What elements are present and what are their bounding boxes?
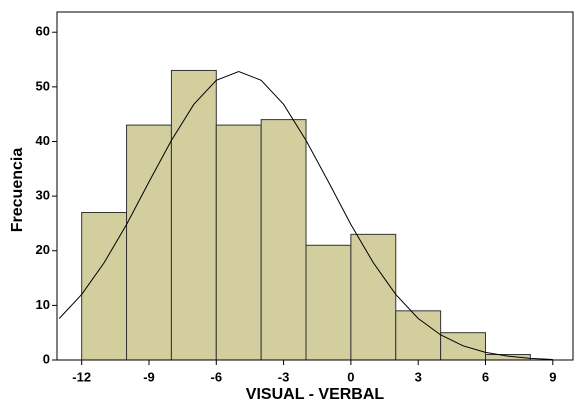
bar — [215, 124, 262, 361]
y-tick-label: 20 — [36, 242, 50, 257]
bar — [440, 332, 487, 361]
x-tick-label: -9 — [143, 369, 155, 384]
plot-frame — [56, 11, 574, 361]
y-tick-label: 0 — [43, 351, 50, 366]
x-tick-label: -6 — [211, 369, 223, 384]
bar — [126, 124, 172, 361]
y-tick-label: 40 — [36, 133, 50, 148]
x-axis-title: VISUAL - VERBAL — [246, 386, 385, 403]
x-tick-label: 9 — [549, 369, 556, 384]
y-tick-label: 30 — [36, 188, 50, 203]
y-axis-title: Frecuencia — [9, 148, 26, 233]
x-tick-label: 3 — [415, 369, 422, 384]
x-tick-label: 6 — [482, 369, 489, 384]
bar — [350, 233, 397, 361]
y-tick-label: 60 — [36, 24, 50, 39]
y-tick-label: 50 — [36, 78, 50, 93]
bar — [81, 211, 128, 361]
x-tick-label: 0 — [347, 369, 354, 384]
x-tick-label: -3 — [278, 369, 290, 384]
bar — [170, 69, 217, 361]
x-tick-label: -12 — [72, 369, 91, 384]
bar — [305, 244, 352, 361]
y-tick-label: 10 — [36, 297, 50, 312]
bar — [260, 119, 307, 361]
normal-curve — [58, 71, 553, 360]
